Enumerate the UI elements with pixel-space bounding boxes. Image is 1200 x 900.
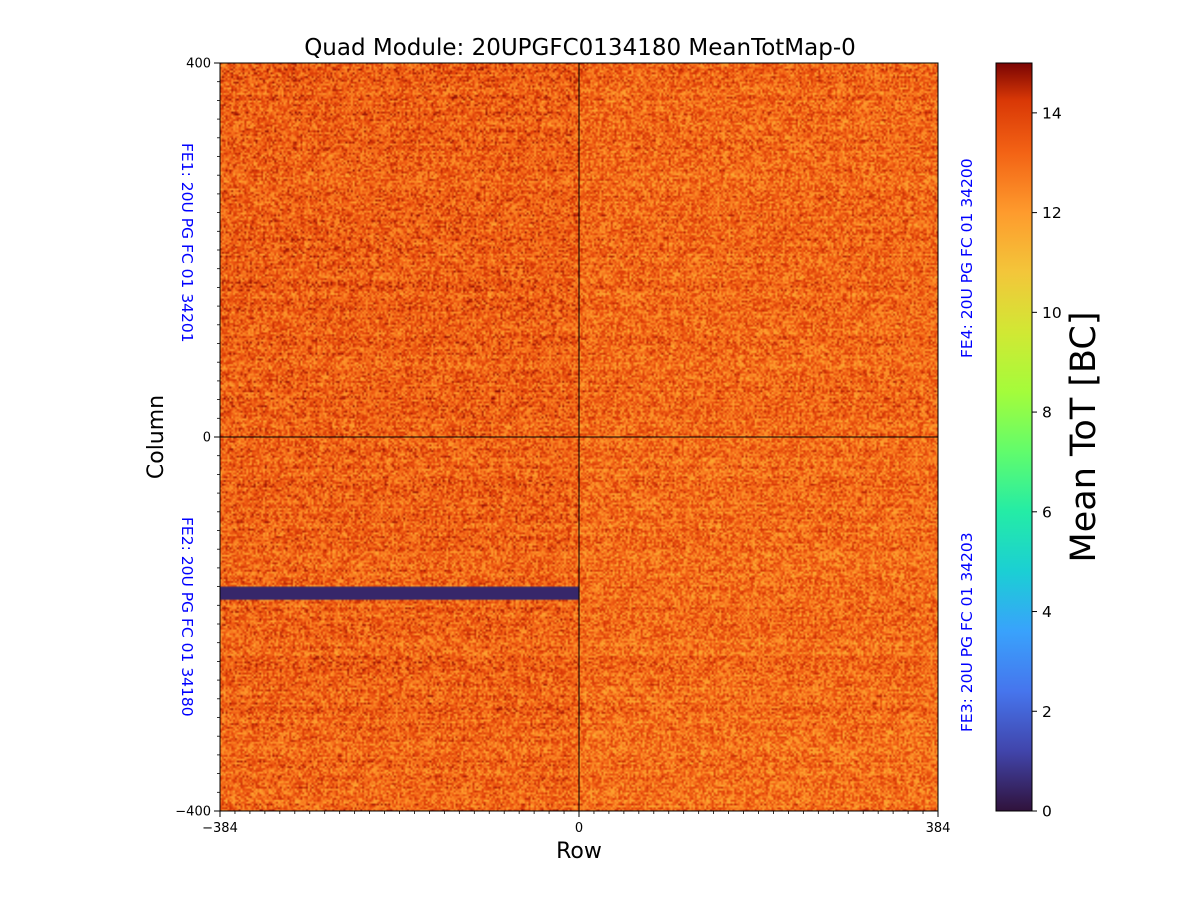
x-tick-label: −384 — [202, 821, 238, 836]
colorbar-gradient — [995, 62, 1033, 812]
x-tick-label: 0 — [575, 821, 583, 836]
fe-label-fe4: FE4: 20U PG FC 01 34200 — [958, 158, 976, 358]
colorbar-tick-label: 8 — [1042, 404, 1052, 422]
y-tick-label: −400 — [175, 805, 211, 820]
fe-label-fe2: FE2: 20U PG FC 01 34180 — [178, 517, 196, 717]
colorbar-ticks: 0 2 4 6 8 10 12 14 — [1032, 104, 1062, 821]
colorbar-tick-label: 12 — [1042, 204, 1062, 222]
y-tick-label: 0 — [203, 431, 211, 446]
colorbar-tick-label: 14 — [1042, 104, 1062, 122]
fe-label-fe1: FE1: 20U PG FC 01 34201 — [178, 143, 196, 343]
colorbar-tick-label: 6 — [1042, 503, 1052, 521]
colorbar-label: Mean ToT [BC] — [1064, 312, 1104, 563]
quadrant-fe4 — [578, 62, 939, 438]
colorbar-tick-label: 2 — [1042, 703, 1052, 721]
fe-label-fe3: FE3: 20U PG FC 01 34203 — [958, 532, 976, 732]
front-end-labels: FE1: 20U PG FC 01 34201 FE2: 20U PG FC 01… — [178, 143, 976, 732]
x-tick-label: 384 — [926, 821, 951, 836]
y-axis: 400 0 −400 — [175, 57, 220, 820]
y-axis-label: Column — [144, 395, 169, 479]
colorbar-tick-label: 10 — [1042, 304, 1062, 322]
colorbar-tick-label: 0 — [1042, 803, 1052, 821]
x-axis: −384 0 384 — [202, 811, 950, 836]
colorbar: 0 2 4 6 8 10 12 14 Mean ToT [BC] — [995, 62, 1104, 821]
x-axis-label: Row — [556, 839, 602, 864]
chart-title: Quad Module: 20UPGFC0134180 MeanTotMap-0 — [304, 35, 856, 61]
y-tick-label: 400 — [186, 57, 211, 72]
colorbar-tick-label: 4 — [1042, 603, 1052, 621]
